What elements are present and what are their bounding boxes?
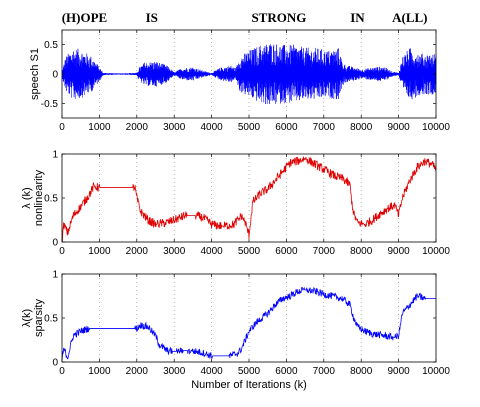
x-tick-label: 10000 <box>422 246 450 257</box>
x-tick-label: 9000 <box>387 122 410 133</box>
x-tick-label: 10000 <box>422 366 450 377</box>
x-tick-label: 4000 <box>200 246 223 257</box>
panel-2: 0 1000 2000 3000 4000 5000 6000 7000 8000 9000 100… <box>21 150 450 258</box>
x-tick-label: 5000 <box>238 246 261 257</box>
y-tick-label: 0 <box>52 238 58 249</box>
x-tick-label: 7000 <box>313 366 336 377</box>
y-tick-label: 0.5 <box>44 40 58 51</box>
y-tick-label: 0.5 <box>44 194 58 205</box>
word-label: (H)OPE <box>62 10 108 25</box>
x-tick-label: 7000 <box>313 246 336 257</box>
x-tick-label: 4000 <box>200 122 223 133</box>
x-tick-label: 3000 <box>163 366 186 377</box>
x-tick-label: 2000 <box>126 366 149 377</box>
x-tick-label: 9000 <box>387 366 410 377</box>
x-tick-label: 6000 <box>275 122 298 133</box>
y-tick-label: 0 <box>52 70 58 81</box>
x-tick-label: 3000 <box>163 246 186 257</box>
word-label: IN <box>350 10 365 25</box>
word-label: IS <box>146 10 158 25</box>
x-tick-label: 0 <box>59 366 65 377</box>
word-label: STRONG <box>251 10 306 25</box>
y-axis-label-secondary: nonlinearity <box>33 169 45 226</box>
x-tick-label: 8000 <box>350 366 373 377</box>
x-tick-label: 10000 <box>422 122 450 133</box>
y-axis-label: λ(k) <box>21 309 33 327</box>
x-tick-label: 9000 <box>387 246 410 257</box>
x-tick-label: 7000 <box>313 122 336 133</box>
x-tick-label: 0 <box>59 246 65 257</box>
panel-1: 0 1000 2000 3000 4000 5000 6000 7000 8000 9000 100… <box>29 29 450 133</box>
x-tick-label: 5000 <box>238 122 261 133</box>
series-line <box>61 156 437 243</box>
x-tick-label: 3000 <box>163 122 186 133</box>
panel-3: 0 1000 2000 3000 4000 5000 6000 7000 8000 9000 100… <box>21 270 450 378</box>
y-tick-label: 0.5 <box>44 314 58 325</box>
x-tick-label: 1000 <box>88 246 111 257</box>
x-tick-label: 5000 <box>238 366 261 377</box>
x-tick-label: 8000 <box>350 122 373 133</box>
x-tick-label: 0 <box>59 122 65 133</box>
y-tick-label: 1 <box>52 270 58 281</box>
x-axis-label: Number of Iterations (k) <box>191 379 307 391</box>
x-tick-label: 1000 <box>88 122 111 133</box>
y-tick-label: -0.5 <box>41 99 59 110</box>
waveform-line <box>61 44 437 105</box>
word-label: A(LL) <box>392 10 427 25</box>
y-axis-label-secondary: sparsity <box>33 299 45 337</box>
y-tick-label: 1 <box>52 150 58 161</box>
y-axis-label: speech S1 <box>29 48 41 100</box>
x-tick-label: 6000 <box>275 246 298 257</box>
x-tick-label: 8000 <box>350 246 373 257</box>
y-tick-label: 0 <box>52 358 58 369</box>
x-tick-label: 6000 <box>275 366 298 377</box>
x-tick-label: 1000 <box>88 366 111 377</box>
series-line <box>61 286 436 362</box>
x-tick-label: 4000 <box>200 366 223 377</box>
x-tick-label: 2000 <box>126 122 149 133</box>
x-tick-label: 2000 <box>126 246 149 257</box>
y-axis-label: λ (k) <box>21 187 33 208</box>
